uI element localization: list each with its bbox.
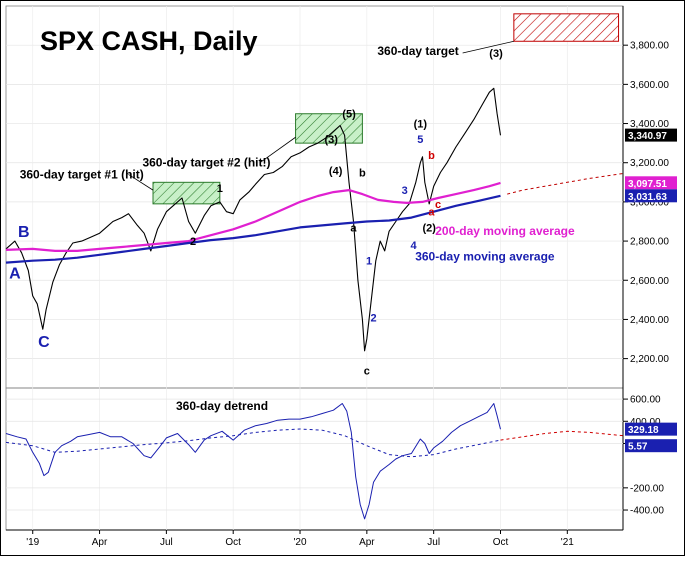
annotation-text: 360-day target #2 (hit!) bbox=[142, 156, 270, 170]
price-y-tick-label: 3,400.00 bbox=[630, 119, 669, 130]
annotation-leader-line bbox=[259, 136, 296, 164]
x-tick-label: Jul bbox=[427, 537, 440, 548]
target-boxes bbox=[152, 13, 620, 205]
detrend-y-tick-label: 600.00 bbox=[630, 395, 661, 406]
annotation-leader-line bbox=[462, 40, 514, 54]
wave-label: C bbox=[38, 334, 50, 351]
x-tick-label: '20 bbox=[293, 537, 306, 548]
wave-label: (3) bbox=[489, 48, 503, 60]
detrend-projection-line bbox=[500, 430, 624, 441]
target-projection-line bbox=[507, 173, 624, 195]
x-tick-label: '19 bbox=[26, 537, 39, 548]
wave-label: c bbox=[435, 199, 441, 211]
detrend-panel-title: 360-day detrend bbox=[176, 399, 268, 413]
wave-label: b bbox=[359, 167, 366, 179]
annotation-text: 360-day target #1 (hit) bbox=[20, 167, 144, 181]
x-tick-label: Oct bbox=[493, 537, 509, 548]
wave-label: 1 bbox=[366, 256, 372, 268]
wave-label: (5) bbox=[342, 109, 356, 121]
wave-label: 5 bbox=[417, 134, 423, 146]
last-value-text: 5.57 bbox=[628, 442, 648, 453]
last-value-box bbox=[625, 176, 677, 190]
price-series-line bbox=[5, 87, 502, 352]
last-value-box bbox=[625, 439, 677, 453]
wave-label: b bbox=[428, 150, 435, 162]
x-axis-ticks: '19 Apr Jul Oct '20 Apr Jul Oct '21 bbox=[26, 530, 574, 548]
last-value-box bbox=[625, 128, 677, 142]
price-y-tick-label: 2,400.00 bbox=[630, 315, 669, 326]
x-tick-label: Apr bbox=[359, 537, 375, 548]
price-lines bbox=[5, 87, 624, 352]
last-value-text: 3,097.51 bbox=[628, 179, 667, 190]
wave-label: (3) bbox=[324, 134, 338, 146]
detrend-y-tick-label: 400.00 bbox=[630, 417, 661, 428]
price-y-tick-label: 3,600.00 bbox=[630, 80, 669, 91]
last-value-text: 329.18 bbox=[628, 425, 659, 436]
detrend-lines bbox=[5, 403, 624, 520]
detrend-y-tick-label: -200.00 bbox=[630, 483, 664, 494]
last-value-labels: 3,340.97 3,097.51 3,031.63 329.18 5.57 bbox=[625, 128, 677, 453]
price-y-tick-label: 2,600.00 bbox=[630, 276, 669, 287]
wave-label: A bbox=[9, 265, 21, 282]
last-value-box bbox=[625, 422, 677, 436]
last-value-text: 3,340.97 bbox=[628, 131, 667, 142]
price-y-ticks: 2,200.00 2,400.00 2,600.00 2,800.00 3,000.00… bbox=[623, 41, 669, 365]
wave-label: c bbox=[364, 365, 370, 377]
target-box-1 bbox=[513, 13, 620, 42]
wave-label: a bbox=[350, 222, 357, 234]
wave-label: 3 bbox=[402, 185, 408, 197]
price-y-tick-label: 3,000.00 bbox=[630, 197, 669, 208]
annotation-text: 360-day target bbox=[377, 44, 458, 58]
x-tick-label: '21 bbox=[561, 537, 574, 548]
detrend-y-tick-label: -400.00 bbox=[630, 506, 664, 517]
detrend-grid bbox=[6, 398, 623, 511]
wave-label: a bbox=[428, 207, 435, 219]
detrend-oscillator-line bbox=[5, 403, 501, 520]
x-tick-label: Apr bbox=[92, 537, 108, 548]
wave-label: B bbox=[18, 224, 30, 241]
wave-label: (2) bbox=[422, 222, 436, 234]
x-tick-label: Jul bbox=[160, 537, 173, 548]
chart-title: SPX CASH, Daily bbox=[40, 26, 258, 56]
last-value-box bbox=[625, 189, 677, 203]
price-y-tick-label: 3,800.00 bbox=[630, 41, 669, 52]
wave-label: 4 bbox=[411, 240, 418, 252]
ma360-series-line bbox=[5, 194, 501, 264]
target-box-3 bbox=[152, 181, 221, 205]
wave-label: (4) bbox=[329, 165, 343, 177]
annotation-text: 200-day moving average bbox=[435, 224, 575, 238]
wave-label: 1 bbox=[217, 183, 223, 195]
last-value-text: 3,031.63 bbox=[628, 192, 667, 203]
wave-label: 2 bbox=[370, 312, 376, 324]
target-box-2 bbox=[295, 113, 363, 144]
price-y-tick-label: 2,800.00 bbox=[630, 237, 669, 248]
price-y-tick-label: 3,200.00 bbox=[630, 158, 669, 169]
x-tick-label: Oct bbox=[225, 537, 241, 548]
annotation-text: 360-day moving average bbox=[415, 250, 555, 264]
wave-label: (1) bbox=[414, 118, 428, 130]
price-y-tick-label: 2,200.00 bbox=[630, 354, 669, 365]
annotation-leader-line bbox=[128, 174, 154, 191]
ma200-series-line bbox=[5, 181, 501, 252]
wave-label: 2 bbox=[190, 236, 196, 248]
